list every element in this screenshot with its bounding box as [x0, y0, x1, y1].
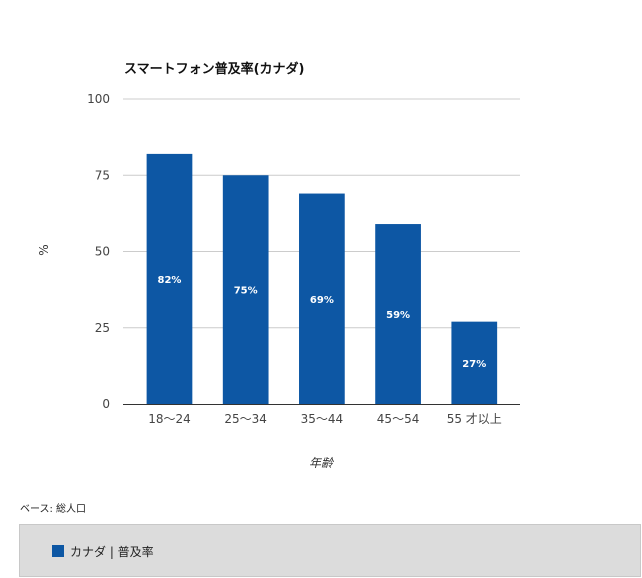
x-tick-label: 55 才以上 — [447, 412, 502, 426]
y-tick-label: 0 — [102, 397, 110, 411]
legend-swatch — [52, 545, 64, 557]
x-tick-label: 25～34 — [224, 412, 267, 426]
bar-data-label: 59% — [386, 310, 410, 321]
x-tick-label: 18～24 — [148, 412, 191, 426]
bar — [146, 153, 193, 404]
bar-data-label: 69% — [310, 295, 334, 306]
chart-area: スマートフォン普及率(カナダ) 0 25 50 75 100 82% 75% 69% 59% 2… — [37, 61, 520, 470]
legend-series-name: カナダ | 普及率 — [70, 545, 154, 559]
bar — [375, 224, 421, 404]
source-note: ベース: 総人口 — [20, 504, 87, 515]
bar-chart: スマートフォン普及率(カナダ) 0 25 50 75 100 82% 75% 69% 59% 2… — [37, 61, 520, 470]
y-tick-label: 50 — [95, 245, 110, 259]
bar — [299, 193, 345, 404]
bar-data-label: 75% — [234, 286, 258, 297]
data-labels: 82% 75% 69% 59% 27% — [158, 275, 487, 370]
bar-data-label: 27% — [462, 359, 486, 370]
y-tick-label: 100 — [87, 92, 110, 106]
y-axis-label: % — [37, 244, 51, 255]
y-tick-label: 25 — [95, 321, 110, 335]
bar — [222, 175, 269, 404]
legend: カナダ | 普及率 — [19, 524, 641, 577]
x-tick-label: 35～44 — [301, 412, 344, 426]
x-axis-label: 年齢 — [309, 456, 335, 470]
x-axis-ticks: 18～24 25～34 35～44 45～54 55 才以上 — [148, 412, 502, 426]
x-tick-label: 45～54 — [377, 412, 420, 426]
y-axis-ticks: 0 25 50 75 100 — [87, 92, 110, 411]
bars — [146, 153, 498, 404]
bar — [451, 321, 498, 404]
chart-title: スマートフォン普及率(カナダ) — [124, 61, 305, 77]
bar-data-label: 82% — [158, 275, 182, 286]
y-tick-label: 75 — [95, 168, 110, 182]
